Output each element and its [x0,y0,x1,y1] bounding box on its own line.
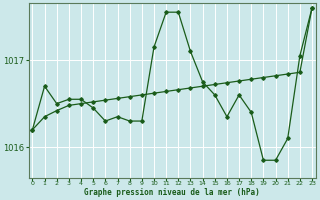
X-axis label: Graphe pression niveau de la mer (hPa): Graphe pression niveau de la mer (hPa) [84,188,260,197]
